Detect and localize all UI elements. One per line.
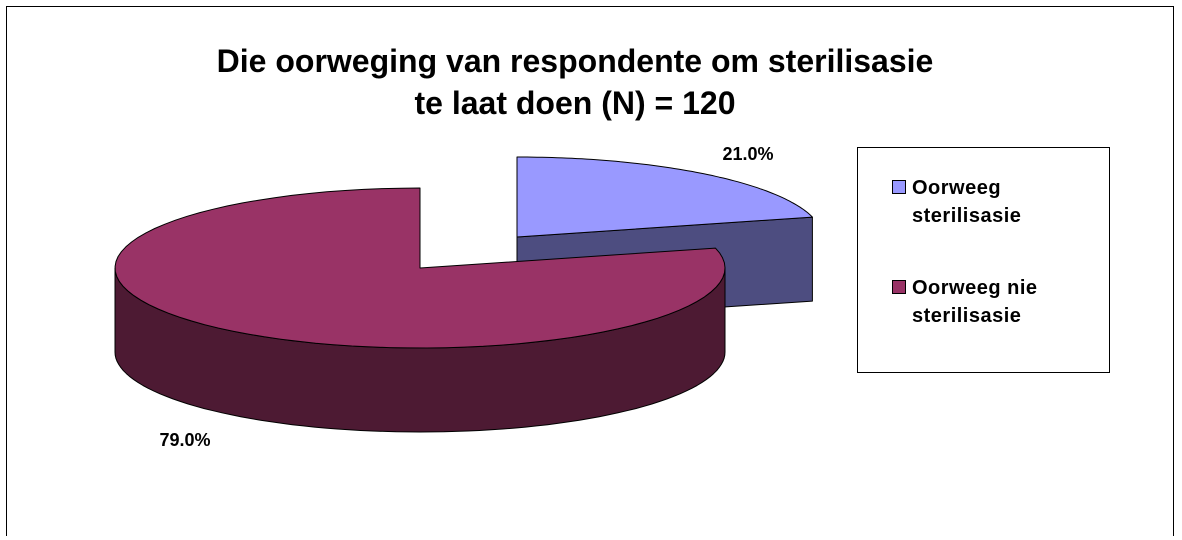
legend-label: Oorweeg sterilisasie [912,177,1022,227]
slice [516,156,813,238]
legend-entry: Oorweeg nie sterilisasie [892,274,1109,330]
data-label: 79.0% [159,430,210,450]
chart-title: Die oorweging van respondente om sterili… [216,43,934,121]
data-label: 21.0% [722,144,773,164]
legend-swatch [892,280,906,294]
legend: Oorweeg sterilisasie Oorweeg nie sterilis… [857,147,1110,373]
chart-frame [6,6,1174,536]
legend-swatch [892,180,906,194]
legend-label: Oorweeg nie sterilisasie [912,277,1038,327]
slice [114,187,726,349]
legend-entry: Oorweeg sterilisasie [892,174,1109,230]
